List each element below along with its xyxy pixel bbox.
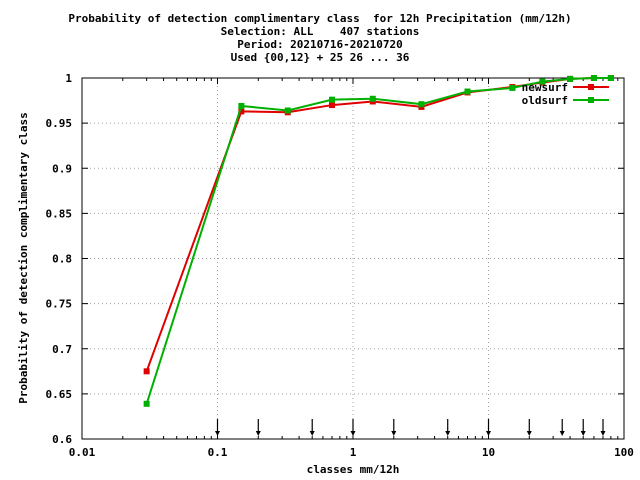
- class-markers: [215, 419, 606, 436]
- x-tick-label: 1: [350, 446, 357, 459]
- data-point-oldsurf: [369, 95, 376, 102]
- data-point-oldsurf: [607, 75, 614, 81]
- x-tick-label: 10: [482, 446, 495, 459]
- class-marker-arrowhead: [309, 431, 315, 436]
- grid-layer: [82, 78, 624, 439]
- legend-marker-oldsurf: [588, 97, 594, 103]
- class-marker-arrowhead: [600, 431, 606, 436]
- data-point-oldsurf: [238, 102, 245, 109]
- ticks-layer: 0.6 0.65 0.7 0.75 0.8 0.85 0.9 0.95 1 0.01 0.1 1 10 1…: [46, 72, 634, 459]
- data-point-oldsurf: [418, 101, 425, 108]
- class-marker-arrowhead: [255, 431, 261, 436]
- data-point-newsurf: [238, 108, 245, 115]
- chart-title-line-2: Selection: ALL 407 stations: [220, 25, 420, 38]
- class-marker-arrowhead: [350, 431, 356, 436]
- x-tick-label: 0.01: [69, 446, 96, 459]
- data-point-oldsurf: [329, 96, 336, 103]
- data-point-newsurf: [329, 102, 336, 109]
- chart-title-line-4: Used {00,12} + 25 26 ... 36: [230, 51, 410, 64]
- data-point-oldsurf: [509, 84, 516, 91]
- legend-label-oldsurf: oldsurf: [522, 94, 568, 107]
- class-marker-arrowhead: [445, 431, 451, 436]
- y-tick-label: 0.65: [46, 388, 73, 401]
- y-tick-label: 0.85: [46, 207, 73, 220]
- data-point-oldsurf: [464, 88, 471, 95]
- chart-title-line-1: Probability of detection complimentary c…: [68, 12, 572, 25]
- class-marker-arrowhead: [580, 431, 586, 436]
- chart-title-line-3: Period: 20210716-20210720: [237, 38, 403, 51]
- legend-marker-newsurf: [588, 84, 594, 90]
- y-tick-label: 0.7: [52, 343, 72, 356]
- class-marker-arrowhead: [559, 431, 565, 436]
- data-point-oldsurf: [590, 75, 597, 81]
- data-point-oldsurf: [143, 400, 150, 407]
- data-point-newsurf: [143, 368, 150, 375]
- data-point-oldsurf: [539, 78, 546, 85]
- x-axis-label: classes mm/12h: [307, 463, 400, 476]
- y-tick-label: 0.95: [46, 117, 73, 130]
- y-tick-label: 0.75: [46, 298, 73, 311]
- series-line-oldsurf: [145, 77, 611, 405]
- x-tick-label: 100: [614, 446, 634, 459]
- y-tick-label: 0.9: [52, 162, 72, 175]
- data-point-oldsurf: [567, 75, 574, 82]
- class-marker-arrowhead: [391, 431, 397, 436]
- legend-label-newsurf: newsurf: [522, 81, 568, 94]
- data-point-oldsurf: [284, 107, 291, 114]
- y-tick-label: 1: [65, 72, 72, 85]
- class-marker-arrowhead: [526, 431, 532, 436]
- class-marker-arrowhead: [486, 431, 491, 436]
- series-layer: [143, 75, 614, 407]
- y-tick-label: 0.6: [52, 433, 72, 446]
- y-tick-label: 0.8: [52, 253, 72, 266]
- series-line-newsurf: [145, 77, 611, 372]
- x-tick-label: 0.1: [208, 446, 228, 459]
- class-marker-arrowhead: [215, 431, 220, 436]
- y-axis-label: Probability of detection complimentary c…: [17, 112, 30, 403]
